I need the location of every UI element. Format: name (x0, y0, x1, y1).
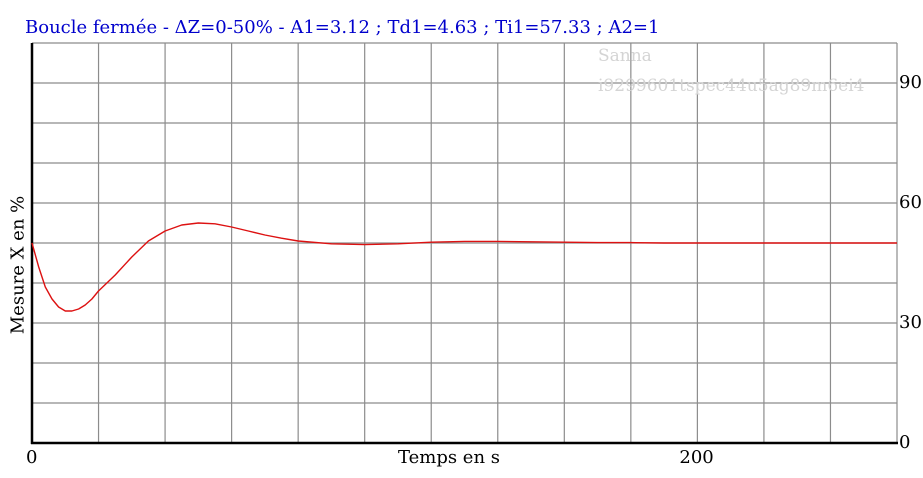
chart-title: Boucle fermée - ΔZ=0-50% - A1=3.12 ; Td1… (25, 17, 660, 38)
y-tick-label: 60 (899, 192, 922, 213)
watermark-id: i9299601tspec44u5ag89m6ei4 (598, 76, 865, 96)
y-axis-label: Mesure X en % (7, 195, 29, 335)
y-tick-label: 30 (899, 312, 922, 333)
x-axis-label: Temps en s (398, 447, 501, 468)
series-line (31, 222, 897, 312)
series-layer (31, 222, 897, 312)
y-tick-label: 0 (899, 432, 911, 453)
x-tick-label: 200 (679, 447, 714, 468)
x-tick-label: 0 (26, 447, 38, 468)
y-tick-label: 90 (899, 72, 922, 93)
watermark-username: Sanna (598, 46, 652, 66)
